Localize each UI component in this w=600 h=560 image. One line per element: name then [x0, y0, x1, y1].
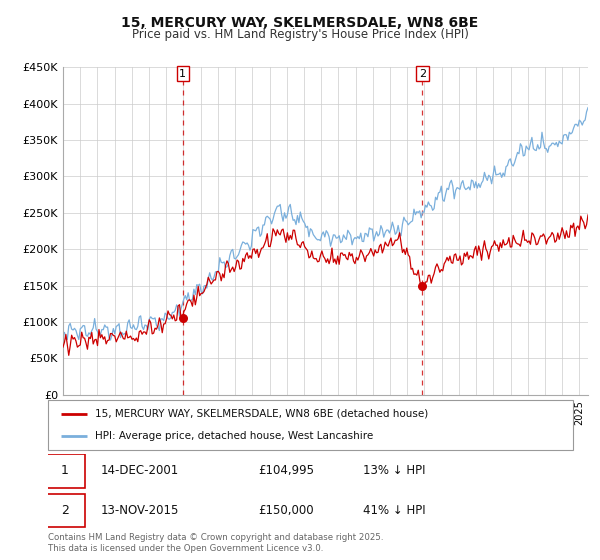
- FancyBboxPatch shape: [46, 454, 85, 488]
- Text: 13-NOV-2015: 13-NOV-2015: [101, 504, 179, 517]
- Text: Price paid vs. HM Land Registry's House Price Index (HPI): Price paid vs. HM Land Registry's House …: [131, 28, 469, 41]
- Text: 41% ↓ HPI: 41% ↓ HPI: [363, 504, 425, 517]
- Text: 15, MERCURY WAY, SKELMERSDALE, WN8 6BE (detached house): 15, MERCURY WAY, SKELMERSDALE, WN8 6BE (…: [95, 409, 428, 419]
- Text: 13% ↓ HPI: 13% ↓ HPI: [363, 464, 425, 478]
- Text: 1: 1: [61, 464, 69, 478]
- Text: HPI: Average price, detached house, West Lancashire: HPI: Average price, detached house, West…: [95, 431, 373, 441]
- Text: 2: 2: [419, 69, 426, 78]
- Text: £104,995: £104,995: [258, 464, 314, 478]
- FancyBboxPatch shape: [46, 494, 85, 527]
- Text: 1: 1: [179, 69, 187, 78]
- FancyBboxPatch shape: [48, 400, 573, 450]
- Text: 2: 2: [61, 504, 69, 517]
- Point: [418, 281, 427, 290]
- Text: Contains HM Land Registry data © Crown copyright and database right 2025.
This d: Contains HM Land Registry data © Crown c…: [48, 533, 383, 553]
- Text: 15, MERCURY WAY, SKELMERSDALE, WN8 6BE: 15, MERCURY WAY, SKELMERSDALE, WN8 6BE: [121, 16, 479, 30]
- Text: £150,000: £150,000: [258, 504, 314, 517]
- Text: 14-DEC-2001: 14-DEC-2001: [101, 464, 179, 478]
- Point: [178, 314, 188, 323]
